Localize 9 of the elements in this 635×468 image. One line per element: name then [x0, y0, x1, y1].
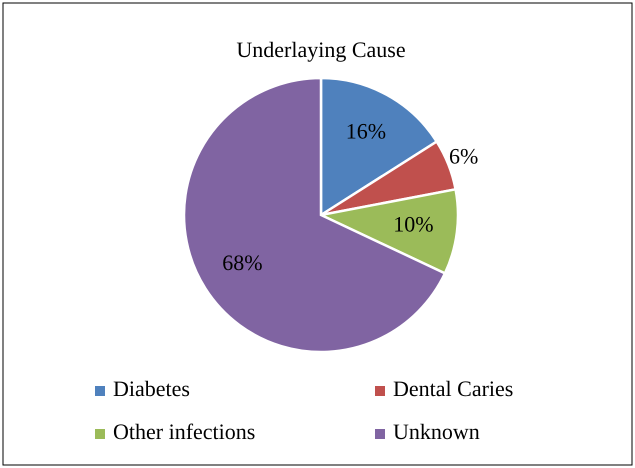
data-label: 68%	[222, 250, 263, 275]
chart-title: Underlaying Cause	[236, 37, 406, 62]
legend-label: Diabetes	[113, 376, 190, 402]
legend-label: Dental Caries	[393, 376, 514, 402]
legend-label: Unknown	[393, 419, 480, 444]
data-label: 16%	[346, 118, 386, 144]
data-label: 10%	[393, 212, 434, 237]
legend-label: Other infections	[113, 419, 256, 444]
data-label: 6%	[449, 144, 478, 169]
